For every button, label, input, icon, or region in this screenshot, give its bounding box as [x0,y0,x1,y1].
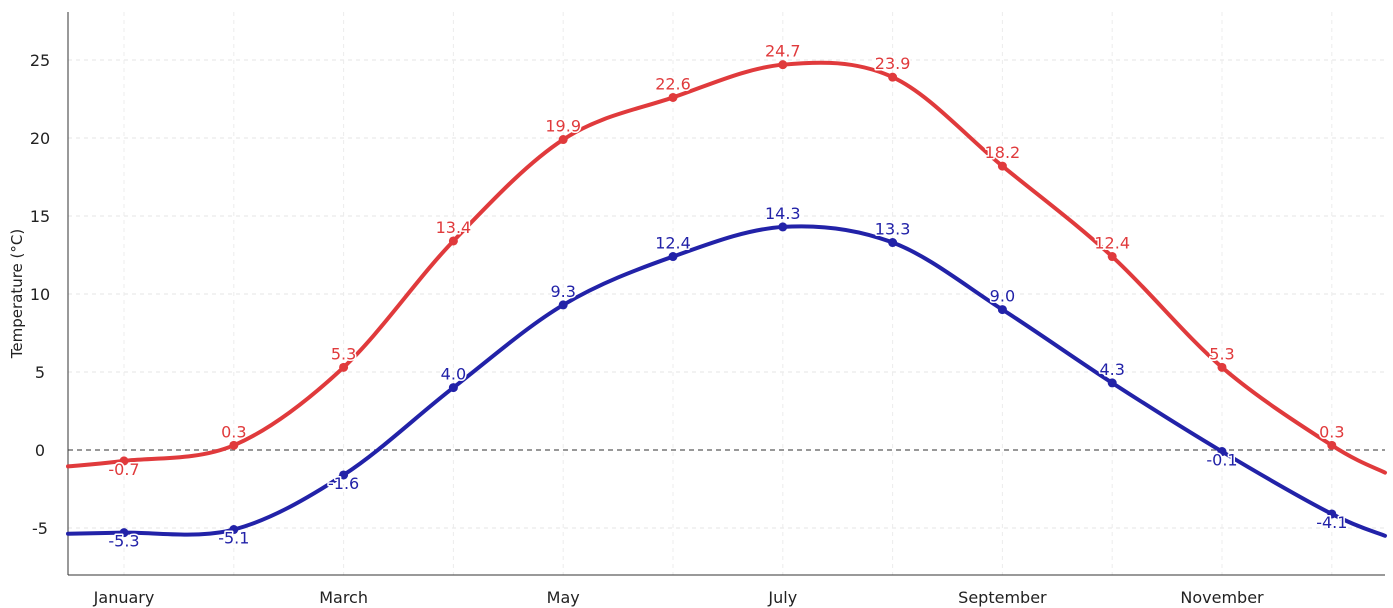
x-tick-label: March [319,588,368,607]
series-line-1 [66,60,1387,475]
data-label: -5.3 [108,532,139,551]
y-tick-label: 10 [30,285,50,304]
data-label: -5.1 [218,529,249,548]
data-point [339,362,349,372]
data-point [448,236,458,246]
x-tick-label: November [1180,588,1264,607]
data-point [119,456,129,466]
y-tick-label: 25 [30,51,50,70]
data-point [229,440,239,450]
data-point [339,470,349,480]
data-point [1217,362,1227,372]
y-tick-label: 15 [30,207,50,226]
data-label: 0.3 [221,422,246,441]
data-point [668,252,678,262]
data-point [229,525,239,535]
data-point [119,528,129,538]
data-point [1327,509,1337,519]
y-tick-label: 0 [35,441,45,460]
data-label: 5.3 [331,344,356,363]
data-label: 9.3 [550,282,575,301]
y-tick-label: 20 [30,129,50,148]
x-tick-label: July [767,588,797,607]
y-tick-label: -5 [32,519,48,538]
data-label: 14.3 [765,204,801,223]
data-point [888,72,898,82]
data-label: -1.6 [328,474,359,493]
data-point [1327,440,1337,450]
y-tick-labels: -5 0 5 10 15 20 25 [30,51,50,538]
y-tick-label: 5 [35,363,45,382]
series-lines [66,60,1387,538]
data-label: 4.0 [441,365,466,384]
x-tick-label: September [958,588,1047,607]
data-label: 12.4 [655,234,691,253]
data-label: 22.6 [655,74,691,93]
data-label: -0.7 [108,460,139,479]
data-point [558,135,568,145]
data-point [1217,447,1227,457]
data-labels: -0.7 0.3 5.3 13.4 19.9 22.6 24.7 23.9 18.2 12.4 5.… [107,40,1349,552]
x-tick-labels: January March May July September November [93,588,1264,607]
data-label: -4.1 [1316,513,1347,532]
data-label: 24.7 [765,42,801,61]
data-label: 12.4 [1094,234,1130,253]
data-point [997,161,1007,171]
x-tick-label: January [93,588,155,607]
y-axis-title: Temperature (°C) [8,229,26,359]
axes [67,12,1385,576]
series-line-2 [66,224,1387,538]
data-label: -0.1 [1206,451,1237,470]
data-label: 13.3 [875,220,911,239]
data-point [778,222,788,232]
data-label: 9.0 [990,287,1015,306]
data-point [448,383,458,393]
data-point [888,238,898,248]
data-label: 23.9 [875,54,911,73]
data-point [1107,378,1117,388]
data-label: 4.3 [1099,360,1124,379]
data-point [668,92,678,102]
data-label: 13.4 [436,218,472,237]
data-point [997,305,1007,315]
data-point [778,60,788,70]
data-point [1107,252,1117,262]
data-label: 19.9 [545,117,581,136]
grid [68,12,1385,575]
series-points [119,60,1337,538]
data-label: 0.3 [1319,422,1344,441]
data-label: 18.2 [985,143,1021,162]
data-point [558,300,568,310]
data-label: 5.3 [1209,344,1234,363]
x-tick-label: May [547,588,580,607]
